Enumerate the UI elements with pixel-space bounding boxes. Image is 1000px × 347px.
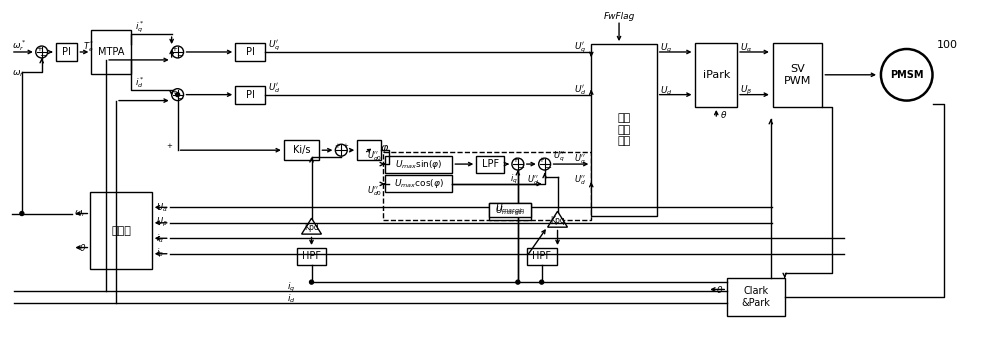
Circle shape: [512, 158, 524, 170]
Text: $U_{margin}$: $U_{margin}$: [495, 205, 525, 218]
Text: +: +: [172, 89, 178, 95]
Bar: [527, 248, 557, 265]
Text: $U_q''$: $U_q''$: [553, 150, 565, 164]
Text: $i_d$: $i_d$: [287, 293, 295, 305]
Text: −: −: [176, 51, 183, 60]
Bar: [235, 86, 265, 103]
Text: Kpd: Kpd: [304, 223, 319, 232]
Bar: [489, 203, 531, 220]
Bar: [489, 203, 531, 217]
Circle shape: [36, 46, 48, 58]
Text: SV
PWM: SV PWM: [784, 64, 811, 86]
Text: 弱磁
切换
开关: 弱磁 切换 开关: [617, 113, 631, 146]
Text: $\theta$: $\theta$: [79, 242, 86, 253]
Text: $\theta$: $\theta$: [720, 109, 728, 120]
Text: $U_d''$: $U_d''$: [527, 173, 539, 187]
Text: $U_{\beta}$: $U_{\beta}$: [740, 84, 753, 97]
Text: $U_{\alpha}$: $U_{\alpha}$: [156, 201, 168, 213]
Text: $i_{\alpha}$: $i_{\alpha}$: [156, 232, 164, 245]
Text: $T_e^*$: $T_e^*$: [83, 40, 95, 54]
Text: iPark: iPark: [703, 70, 730, 80]
Text: −: −: [517, 163, 524, 172]
Text: LPF: LPF: [482, 159, 499, 169]
Circle shape: [335, 144, 347, 156]
Text: FwFlag: FwFlag: [603, 12, 635, 21]
Circle shape: [539, 158, 551, 170]
Bar: [385, 176, 452, 192]
Bar: [297, 248, 326, 265]
Text: Ki/s: Ki/s: [293, 145, 310, 155]
Text: $U_{margin}$: $U_{margin}$: [495, 203, 525, 216]
Text: Clark
&Park: Clark &Park: [741, 286, 770, 308]
Text: $U_d''$: $U_d''$: [574, 173, 586, 187]
Bar: [591, 44, 657, 215]
Polygon shape: [548, 211, 567, 227]
Text: $U_{\alpha}$: $U_{\alpha}$: [740, 42, 753, 54]
Text: $i_q$: $i_q$: [287, 281, 295, 294]
Text: +: +: [539, 157, 545, 163]
Circle shape: [310, 280, 314, 284]
Text: PI: PI: [246, 90, 254, 100]
Text: −: −: [176, 94, 183, 103]
Text: $i_d^*$: $i_d^*$: [135, 75, 144, 90]
Text: $\omega_r^*$: $\omega_r^*$: [12, 39, 26, 53]
Text: Kpq: Kpq: [550, 216, 565, 225]
Text: $U_q$: $U_q$: [660, 41, 672, 54]
Text: −: −: [544, 163, 551, 172]
Bar: [476, 156, 504, 172]
Bar: [727, 278, 785, 316]
Polygon shape: [302, 218, 321, 234]
Bar: [773, 43, 822, 107]
Text: +: +: [172, 46, 178, 52]
Bar: [56, 43, 77, 61]
Bar: [357, 140, 381, 160]
Text: $U_d'$: $U_d'$: [268, 82, 281, 95]
Text: +: +: [167, 143, 173, 149]
Text: −: −: [39, 51, 46, 60]
Text: PMSM: PMSM: [890, 70, 923, 80]
Text: $U_q'$: $U_q'$: [268, 39, 280, 53]
Text: +: +: [342, 143, 348, 149]
Circle shape: [176, 93, 180, 96]
Text: HPF: HPF: [532, 251, 551, 261]
Circle shape: [881, 49, 933, 101]
Circle shape: [540, 280, 544, 284]
Text: $\omega_r$: $\omega_r$: [12, 69, 24, 79]
Text: +: +: [512, 157, 518, 163]
Circle shape: [20, 212, 24, 215]
Text: $U_{q0}''$: $U_{q0}''$: [367, 150, 382, 164]
Bar: [284, 140, 319, 160]
Text: $U_d'$: $U_d'$: [574, 84, 586, 98]
Text: $U_{d0}''$: $U_{d0}''$: [367, 184, 382, 197]
Circle shape: [516, 280, 520, 284]
Bar: [91, 30, 131, 74]
Circle shape: [172, 46, 184, 58]
Text: $U_d$: $U_d$: [660, 84, 672, 97]
Bar: [90, 192, 152, 269]
Bar: [695, 43, 737, 107]
Text: $U_{max}\mathrm{cos}(\varphi)$: $U_{max}\mathrm{cos}(\varphi)$: [394, 177, 444, 191]
Text: $\theta$: $\theta$: [716, 284, 723, 295]
Bar: [385, 156, 452, 172]
Text: +: +: [334, 143, 340, 149]
Text: 观测器: 观测器: [111, 226, 131, 236]
Text: $U_{max}\mathrm{sin}(\varphi)$: $U_{max}\mathrm{sin}(\varphi)$: [395, 158, 442, 171]
Bar: [235, 43, 265, 61]
Text: +: +: [36, 46, 42, 52]
Circle shape: [172, 89, 184, 101]
Text: $i_q$: $i_q$: [510, 172, 518, 186]
Bar: [383, 152, 591, 220]
Text: HPF: HPF: [302, 251, 321, 261]
Text: PI: PI: [246, 47, 254, 57]
Text: $U_q'$: $U_q'$: [574, 41, 586, 55]
Text: $i_{\beta}$: $i_{\beta}$: [156, 247, 164, 260]
Text: PI: PI: [62, 47, 71, 57]
Text: $U_q''$: $U_q''$: [574, 153, 586, 167]
Text: $\omega_r$: $\omega_r$: [74, 208, 86, 219]
Text: $\varphi$: $\varphi$: [380, 143, 390, 155]
Text: MTPA: MTPA: [98, 47, 124, 57]
Text: $U_{\beta}$: $U_{\beta}$: [156, 216, 167, 229]
Text: $i_q^*$: $i_q^*$: [135, 19, 144, 35]
Text: 100: 100: [936, 40, 957, 50]
